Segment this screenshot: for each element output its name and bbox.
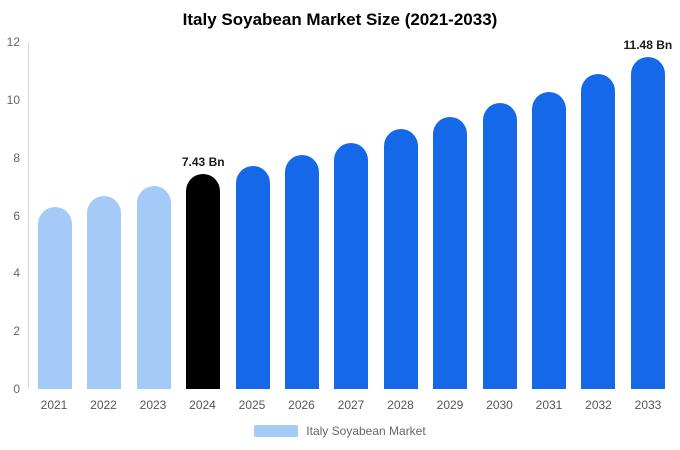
x-tick-label: 2030 [486,398,513,412]
bar-2022 [87,196,122,389]
bar-2023 [136,186,171,389]
x-tick-label: 2031 [535,398,563,412]
value-label: 11.48 Bn [623,38,673,53]
bar-2030 [482,103,517,389]
y-tick-label: 10 [6,92,20,107]
legend-label: Italy Soyabean Market [306,424,426,438]
bars: 7.43 Bn 11.48 Bn [29,38,674,389]
x-tick-label: 2032 [585,398,612,412]
bar-2025 [235,166,270,389]
x-tick-label: 2024 [189,398,216,412]
legend: Italy Soyabean Market [0,424,680,438]
bar-2024: 7.43 Bn [182,155,225,389]
x-axis: 2021 2022 2023 2024 2025 2026 2027 2028 2029 2030… [28,398,674,412]
y-axis: 0 2 4 6 8 10 12 [0,35,24,396]
y-tick-label: 12 [6,35,20,49]
x-tick-label: 2025 [238,398,266,412]
bar-2021 [38,206,72,389]
x-tick-label: 2023 [139,398,167,412]
bar-2029 [433,117,468,389]
bar-2026 [285,154,320,389]
x-tick-label: 2026 [288,398,315,412]
x-tick-label: 2029 [436,398,464,412]
y-tick-label: 4 [13,266,20,281]
y-tick-label: 8 [13,150,20,165]
x-tick-label: 2022 [90,398,117,412]
x-tick-label: 2028 [387,398,414,412]
y-tick-label: 6 [13,208,20,223]
x-tick-label: 2021 [40,398,68,412]
x-tick-label: 2033 [634,398,662,412]
value-label: 7.43 Bn [181,155,225,170]
y-tick-label: 2 [13,324,20,339]
bar-2032 [581,74,616,389]
x-tick-label: 2027 [337,398,365,412]
chart-title: Italy Soyabean Market Size (2021-2033) [182,10,498,29]
bar-2027 [334,143,369,389]
bar-2033: 11.48 Bn [624,38,672,389]
bar-2028 [383,128,418,389]
y-tick-label: 0 [13,382,20,396]
plot-area: 7.43 Bn 11.48 Bn [28,38,674,389]
legend-swatch [254,425,299,437]
bar-2031 [532,91,567,389]
